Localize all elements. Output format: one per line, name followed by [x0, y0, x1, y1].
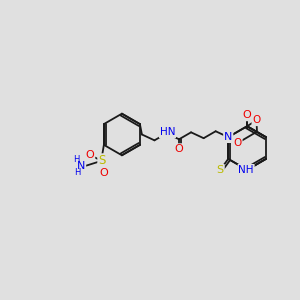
Text: NH: NH	[238, 165, 254, 175]
Text: S: S	[217, 165, 224, 175]
Text: O: O	[175, 144, 183, 154]
Text: O: O	[85, 150, 94, 160]
Text: H: H	[74, 168, 80, 177]
Text: S: S	[98, 154, 106, 167]
Text: O: O	[100, 168, 108, 178]
Text: O: O	[252, 115, 261, 125]
Text: H: H	[73, 155, 79, 164]
Text: O: O	[233, 138, 242, 148]
Text: N: N	[77, 161, 85, 171]
Text: O: O	[243, 110, 251, 120]
Text: HN: HN	[160, 128, 175, 137]
Text: N: N	[224, 132, 232, 142]
